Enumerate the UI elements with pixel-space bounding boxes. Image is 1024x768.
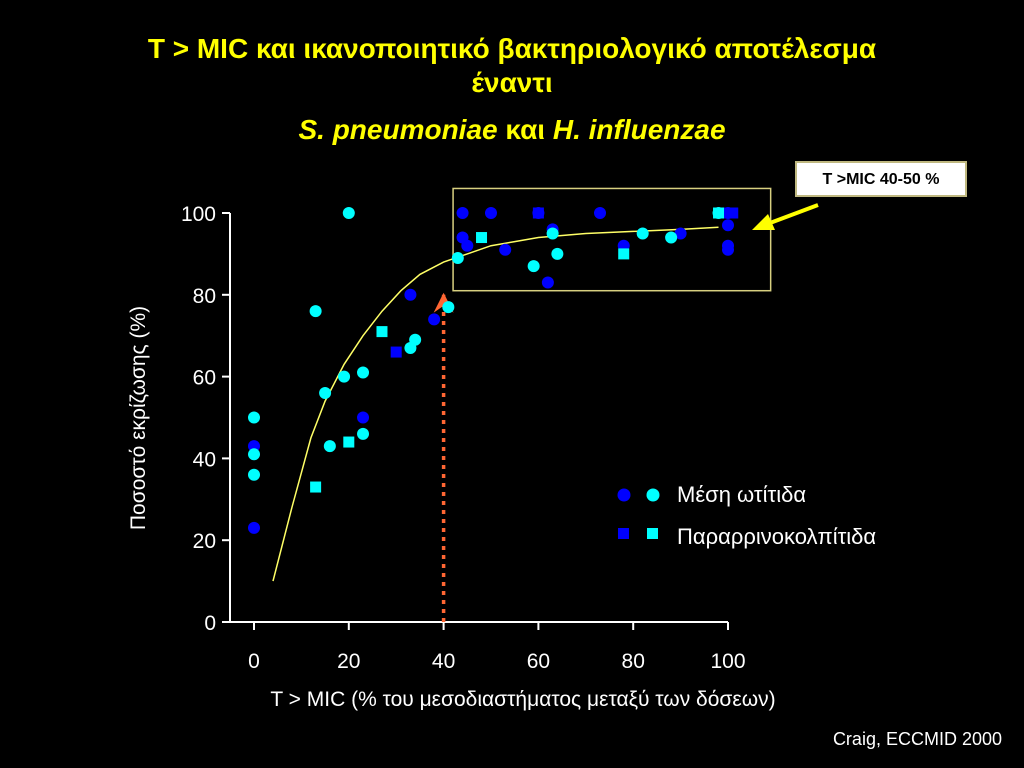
- data-point-circle: [338, 370, 351, 383]
- data-point-circle: [485, 207, 497, 219]
- data-point-circle: [461, 239, 474, 252]
- data-point-circle: [456, 207, 469, 219]
- y-tick-label: 60: [193, 367, 216, 390]
- x-tick-label: 0: [248, 650, 260, 673]
- callout-arrow-line: [769, 203, 819, 225]
- data-point-circle: [248, 411, 260, 424]
- title-species-a: S. pneumoniae: [298, 114, 498, 145]
- data-point-circle: [248, 468, 260, 481]
- data-point-circle: [409, 333, 422, 346]
- data-point-circle: [527, 260, 540, 273]
- data-point-circle: [342, 207, 355, 219]
- data-point-circle: [551, 247, 564, 260]
- data-point-square: [376, 326, 388, 338]
- y-tick-label: 80: [193, 285, 216, 308]
- x-tick-label: 20: [337, 650, 360, 673]
- y-tick-label: 0: [204, 612, 216, 635]
- legend-label-otitis: Μέση ωτίτιδα: [677, 482, 807, 507]
- legend-square-markers: [618, 528, 658, 539]
- data-point-square: [343, 436, 355, 448]
- data-point-circle: [665, 231, 678, 244]
- data-point-circle: [499, 243, 512, 256]
- y-axis-label: Ποσοστό εκρίζωσης (%): [127, 305, 150, 531]
- highlight-box: [452, 187, 772, 292]
- data-point-circle: [309, 305, 322, 318]
- data-point-circle: [357, 427, 370, 440]
- legend-circle-markers: [617, 488, 660, 502]
- data-point-circle: [546, 227, 559, 240]
- y-tick-label: 20: [193, 530, 216, 553]
- data-point-circle: [357, 411, 370, 424]
- data-point-circle: [636, 227, 649, 240]
- data-point-circle: [451, 251, 464, 264]
- y-tick-label: 40: [193, 448, 216, 471]
- x-tick-label: 100: [710, 650, 745, 673]
- data-point-circle: [319, 386, 332, 399]
- data-point-circle: [248, 521, 260, 534]
- data-point-circle: [722, 243, 734, 256]
- data-point-square: [618, 248, 630, 260]
- data-point-circle: [248, 448, 260, 461]
- source-citation: Craig, ECCMID 2000: [832, 729, 1002, 749]
- x-tick-label: 60: [527, 650, 550, 673]
- data-point-circle: [404, 288, 417, 301]
- callout-arrow-head: [752, 214, 775, 230]
- chart-title-line1: T > MIC και ικανοποιητικό βακτηριολογικό…: [147, 33, 877, 64]
- x-tick-label: 80: [622, 650, 645, 673]
- data-point-square: [727, 207, 739, 219]
- data-point-circle: [541, 276, 554, 289]
- fit-curve: [272, 226, 719, 582]
- data-point-circle: [442, 301, 455, 314]
- data-point-circle: [674, 227, 687, 240]
- chart-title-line2: έναντι: [471, 67, 553, 98]
- data-point-square: [713, 207, 725, 219]
- data-point-square: [532, 207, 544, 219]
- data-point-circle: [357, 366, 370, 379]
- title-conjunction: και: [497, 114, 553, 145]
- data-point-square: [310, 481, 322, 493]
- chart-title-line3: S. pneumoniae και H. influenzae: [0, 113, 1024, 147]
- data-point-square: [390, 346, 402, 358]
- data-point-circle: [594, 207, 607, 219]
- x-axis-label: T > MIC (% του μεσοδιαστήματος μεταξύ τω…: [270, 688, 776, 711]
- callout-label: T >MIC 40-50 %: [795, 161, 967, 197]
- legend-label-sinusitis: Παραρρινοκολπίτιδα: [677, 524, 877, 549]
- data-point-circle: [722, 219, 734, 232]
- data-point-circle: [323, 440, 336, 453]
- title-species-b: H. influenzae: [552, 114, 726, 145]
- data-point-square: [476, 232, 488, 244]
- y-tick-label: 100: [181, 203, 216, 226]
- x-tick-label: 40: [432, 650, 455, 673]
- data-point-circle: [428, 313, 441, 326]
